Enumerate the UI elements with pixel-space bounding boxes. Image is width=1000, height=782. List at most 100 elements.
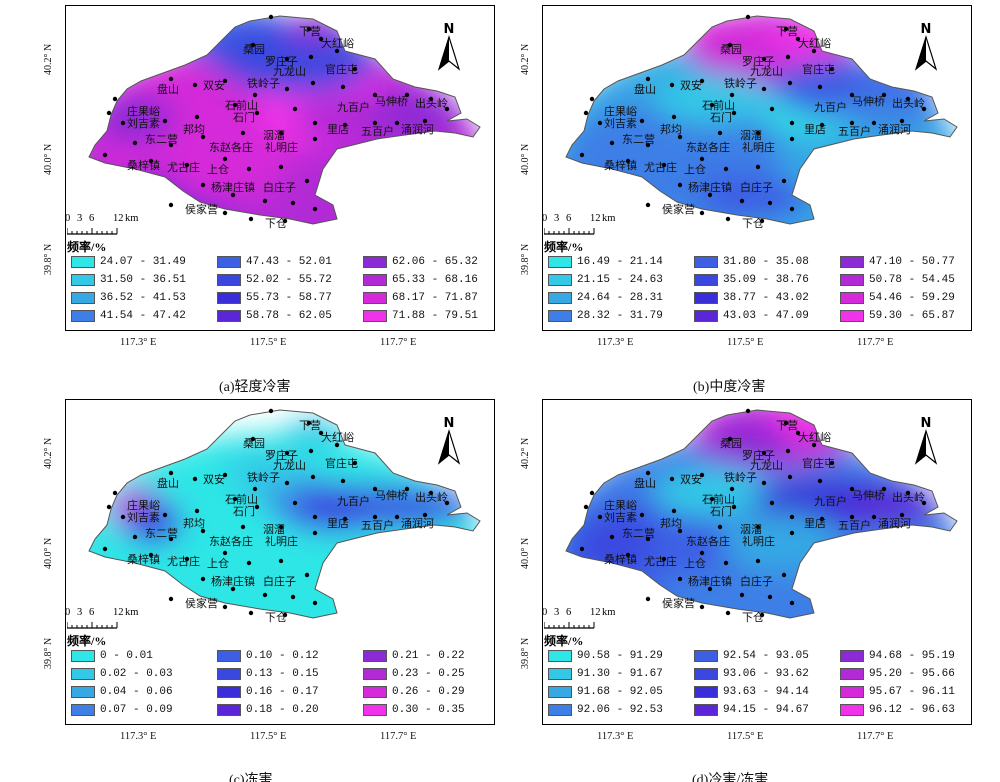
place-label: 刘吉素 (604, 117, 637, 130)
station-dot (222, 78, 228, 84)
place-label: 双安 (680, 472, 702, 486)
legend-swatch (71, 704, 95, 716)
latitude-label: 40.2° N (520, 43, 531, 75)
station-dot (222, 210, 228, 216)
legend-entry: 36.52 - 41.53 (71, 291, 186, 305)
legend-label: 0.26 - 0.29 (392, 686, 465, 698)
legend-swatch (694, 256, 718, 268)
legend-label: 38.77 - 43.02 (723, 292, 809, 304)
place-label: 桑梓镇 (604, 158, 637, 172)
station-dot (767, 200, 773, 206)
legend-swatch (840, 292, 864, 304)
station-dot (739, 198, 745, 204)
north-arrow-icon: N (437, 22, 461, 71)
station-dot (769, 106, 775, 112)
station-dot (589, 96, 595, 102)
station-dot (132, 140, 138, 146)
legend-swatch (217, 650, 241, 662)
station-dot (132, 534, 138, 540)
station-dot (671, 114, 677, 120)
station-dot (312, 206, 318, 212)
legend-swatch (694, 274, 718, 286)
station-dot (290, 200, 296, 206)
legend-entry: 0.02 - 0.03 (71, 667, 173, 681)
legend-entry: 0.18 - 0.20 (217, 703, 319, 717)
legend-label: 0.04 - 0.06 (100, 686, 173, 698)
station-dot (318, 36, 324, 42)
place-label: 官庄屯 (802, 456, 835, 470)
station-dot (645, 76, 651, 82)
station-dot (669, 476, 675, 482)
station-dot (222, 472, 228, 478)
station-dot (282, 218, 288, 224)
station-dot (250, 436, 256, 442)
place-label: 铁岭子 (247, 76, 280, 90)
longitude-label: 117.3° E (120, 337, 157, 348)
station-dot (579, 546, 585, 552)
legend-entry: 92.06 - 92.53 (548, 703, 663, 717)
scale-number: 3 (77, 213, 83, 224)
station-dot (312, 120, 318, 126)
place-label: 里店 (804, 516, 826, 530)
legend-entry: 52.02 - 55.72 (217, 273, 332, 287)
station-dot (745, 14, 751, 20)
station-dot (759, 218, 765, 224)
station-dot (148, 158, 154, 164)
legend-entry: 90.58 - 91.29 (548, 649, 663, 663)
legend-entry: 0.30 - 0.35 (363, 703, 465, 717)
legend-swatch (363, 668, 387, 680)
station-dot (583, 110, 589, 116)
station-dot (639, 512, 645, 518)
station-dot (849, 514, 855, 520)
place-label: 邦均 (183, 123, 205, 136)
place-label: 上仓 (684, 162, 706, 176)
latitude-label: 39.8° N (43, 243, 54, 275)
legend-label: 50.78 - 54.45 (869, 274, 955, 286)
latitude-label: 40.0° N (43, 143, 54, 175)
legend-swatch (548, 686, 572, 698)
legend-swatch (217, 274, 241, 286)
scale-number: 6 (566, 607, 572, 618)
station-dot (262, 198, 268, 204)
legend-swatch (840, 686, 864, 698)
station-dot (677, 576, 683, 582)
station-dot (290, 594, 296, 600)
svg-text:N: N (444, 416, 455, 431)
place-label: 洇溜 (263, 128, 285, 142)
scale-number: 0 (542, 213, 548, 224)
place-label: 出头岭 (892, 490, 925, 504)
legend-swatch (71, 310, 95, 322)
station-dot (312, 514, 318, 520)
place-label: 东赵各庄 (686, 534, 730, 548)
place-label: 桑园 (720, 437, 742, 450)
station-dot (254, 110, 260, 116)
station-dot (921, 106, 927, 112)
station-dot (200, 528, 206, 534)
station-dot (881, 92, 887, 98)
place-label: 白庄子 (740, 574, 773, 588)
legend-entry: 68.17 - 71.87 (363, 291, 478, 305)
place-label: 石门 (233, 110, 255, 124)
place-label: 礼明庄 (265, 534, 298, 548)
legend-label: 71.88 - 79.51 (392, 310, 478, 322)
station-dot (372, 514, 378, 520)
station-dot (709, 102, 715, 108)
latitude-label: 39.8° N (520, 243, 531, 275)
legend-entry: 71.88 - 79.51 (363, 309, 478, 323)
legend-entry: 43.03 - 47.09 (694, 309, 809, 323)
place-label: 九龙山 (273, 65, 306, 78)
place-label: 杨津庄镇 (688, 574, 732, 588)
legend-swatch (548, 650, 572, 662)
place-label: 洇溜 (263, 522, 285, 536)
station-dot (168, 76, 174, 82)
station-dot (192, 82, 198, 88)
station-dot (785, 448, 791, 454)
legend-swatch (548, 668, 572, 680)
station-dot (308, 54, 314, 60)
legend-swatch (217, 256, 241, 268)
station-dot (262, 592, 268, 598)
station-dot (789, 600, 795, 606)
legend-entry: 28.32 - 31.79 (548, 309, 663, 323)
station-dot (306, 420, 312, 426)
